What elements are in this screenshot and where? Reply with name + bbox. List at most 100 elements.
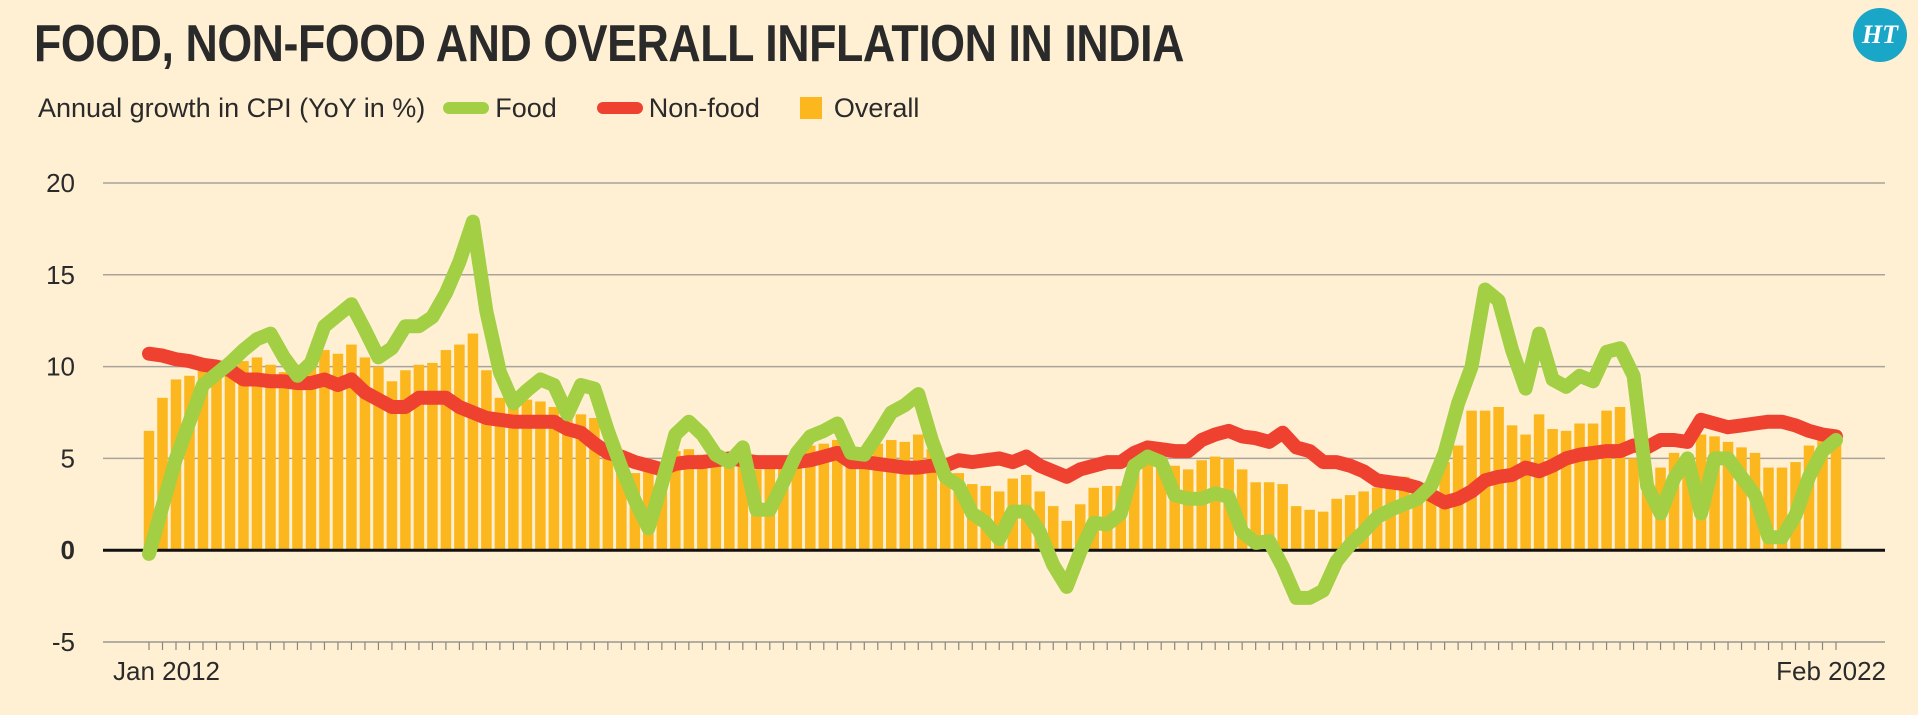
legend-swatch-food (443, 102, 490, 114)
x-tick-label-end: Feb 2022 (1776, 656, 1886, 686)
bar-overall (562, 418, 573, 551)
bar-overall (143, 430, 155, 551)
bar-overall (1358, 491, 1369, 551)
bar-overall (251, 357, 263, 551)
bar-overall (940, 458, 951, 551)
chart-title: FOOD, NON-FOOD AND OVERALL INFLATION IN … (34, 15, 1184, 73)
bar-overall (1506, 425, 1518, 551)
bar-overall (602, 443, 614, 551)
bar-overall (575, 414, 587, 551)
bar-overall (400, 370, 411, 551)
bar-overall (1317, 511, 1329, 551)
bar-overall (805, 445, 816, 551)
bar-overall (413, 364, 425, 551)
bar-overall (1074, 504, 1086, 551)
line-layer (142, 214, 1843, 605)
bar-overall (494, 397, 506, 551)
bar-overall (1412, 484, 1423, 551)
bar-overall (1344, 495, 1356, 551)
bar-overall (913, 434, 924, 551)
legend-item-overall: Overall (799, 92, 920, 124)
legend-swatch-overall (799, 97, 822, 119)
bar-overall (1533, 414, 1545, 551)
bar-overall (1830, 438, 1842, 551)
bar-overall (224, 366, 236, 551)
bar-overall (521, 399, 533, 551)
bar-overall (818, 443, 830, 551)
bar-overall (1736, 447, 1747, 551)
legend: Annual growth in CPI (YoY in %) Food Non… (38, 88, 959, 128)
bar-overall (589, 418, 600, 551)
bar-overall (1263, 482, 1275, 551)
bar-overall (157, 397, 168, 551)
bar-overall (683, 449, 695, 551)
bar-overall (1776, 467, 1788, 551)
bar-overall (1128, 471, 1140, 551)
bar-layer (143, 333, 1842, 551)
x-tick-label-start: Jan 2012 (113, 656, 220, 686)
bar-overall (440, 350, 452, 551)
y-tick-label: 15 (46, 260, 75, 290)
line-non-food (142, 346, 1843, 510)
legend-label-food: Food (495, 92, 557, 123)
bar-overall (1331, 498, 1342, 551)
y-tick-label: 5 (61, 443, 75, 473)
bar-overall (1182, 469, 1194, 551)
bar-overall (1547, 429, 1558, 551)
bar-overall (454, 344, 465, 551)
bar-overall (211, 364, 222, 551)
bar-overall (1061, 520, 1072, 551)
bar-overall (548, 406, 560, 551)
bar-overall (778, 467, 789, 551)
bar-overall (1668, 452, 1680, 551)
y-tick-label: 20 (46, 168, 75, 198)
bar-overall (508, 406, 519, 551)
bar-overall (1560, 430, 1572, 551)
bar-overall (197, 362, 209, 551)
bar-overall (670, 451, 681, 551)
legend-label-non-food: Non-food (648, 92, 760, 123)
ht-logo: HT (1853, 8, 1907, 62)
bar-overall (953, 473, 965, 551)
bar-overall (1304, 509, 1315, 551)
bar-overall (1209, 456, 1221, 551)
bar-overall (845, 452, 857, 551)
bar-overall (1614, 406, 1626, 551)
bar-overall (710, 462, 722, 551)
bar-overall (1466, 410, 1477, 551)
legend-label-overall: Overall (833, 92, 920, 123)
bar-overall (535, 401, 546, 551)
bar-overall (1142, 463, 1153, 551)
bar-overall (1628, 458, 1639, 551)
legend-item-food: Food (443, 93, 557, 124)
y-tick-label: -5 (52, 627, 75, 657)
chart-subtitle: Annual growth in CPI (YoY in %) (38, 92, 426, 123)
bar-overall (737, 458, 749, 551)
bar-overall (292, 364, 303, 551)
bar-overall (481, 370, 492, 551)
bar-overall (238, 361, 249, 551)
bar-overall (1277, 484, 1288, 551)
bar-overall (1398, 476, 1410, 551)
bar-overall (278, 372, 290, 551)
bar-overall (616, 467, 627, 551)
bar-overall (265, 364, 276, 551)
bar-overall (305, 357, 317, 551)
bar-overall (1641, 473, 1653, 551)
bar-overall (724, 463, 735, 551)
y-tick-label: 10 (46, 352, 75, 382)
bar-overall (346, 344, 357, 551)
bar-overall (1155, 460, 1167, 551)
bar-overall (1817, 440, 1828, 551)
bar-overall (1425, 480, 1437, 551)
bar-overall (1047, 506, 1059, 551)
axis-layer: -5 0 5 10 15 20 Jan 2012 Feb 2022 (46, 168, 1886, 686)
bar-overall (373, 366, 384, 551)
bar-overall (993, 491, 1005, 551)
bar-overall (332, 353, 344, 551)
bar-overall (872, 443, 884, 551)
bar-overall (697, 454, 708, 551)
bar-overall (926, 449, 938, 551)
bar-overall (1601, 410, 1612, 551)
